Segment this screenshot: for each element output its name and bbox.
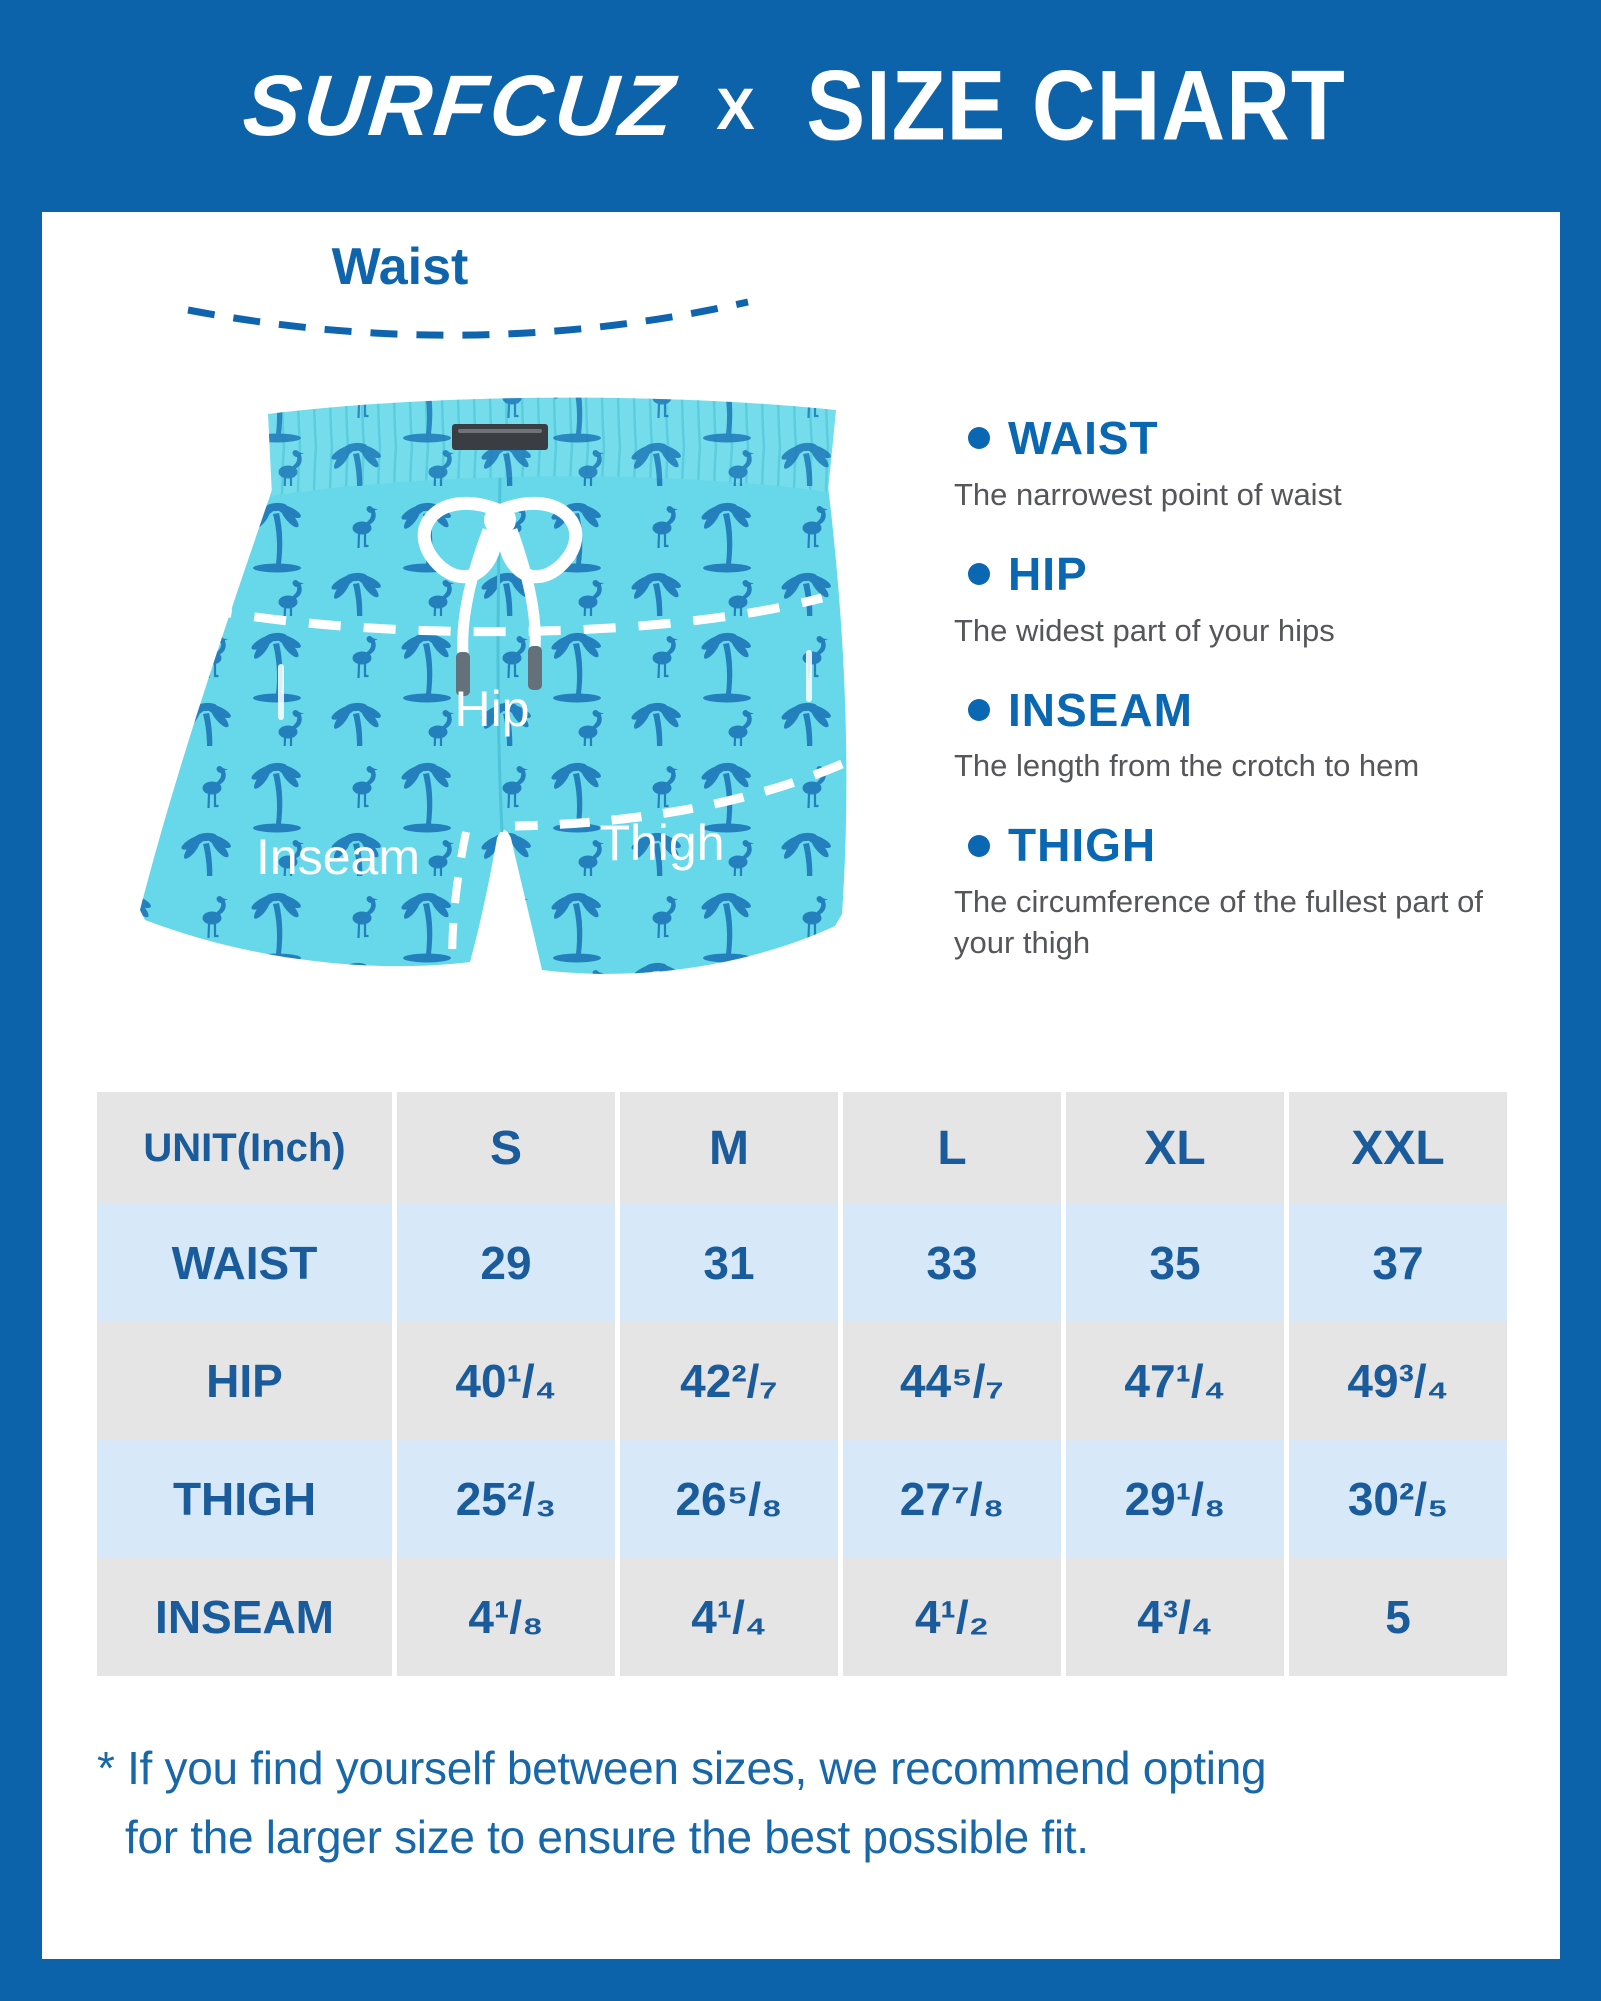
size-value: 4¹/₄	[620, 1558, 838, 1676]
header-separator: X	[716, 76, 755, 142]
thigh-dashed-line	[514, 759, 844, 831]
inseam-label: Inseam	[256, 829, 420, 885]
bullet-dot-icon	[968, 699, 990, 722]
footnote-line-1: * If you find yourself between sizes, we…	[97, 1742, 1267, 1794]
size-value: 4³/₄	[1066, 1558, 1284, 1676]
column-header-s: S	[397, 1092, 615, 1204]
drawstring-aglet	[456, 652, 470, 696]
definition-thigh: THIGH The circumference of the fullest p…	[954, 819, 1519, 964]
definition-description: The length from the crotch to hem	[954, 748, 1420, 784]
size-value: 49³/₄	[1289, 1322, 1507, 1440]
size-value: 35	[1066, 1204, 1284, 1322]
size-value: 31	[620, 1204, 838, 1322]
row-label: HIP	[97, 1322, 392, 1440]
column-header-m: M	[620, 1092, 838, 1204]
table-row-hip: HIP 40¹/₄ 42²/₇ 44⁵/₇ 47¹/₄ 49³/₄	[97, 1322, 1507, 1440]
column-header-xxl: XXL	[1289, 1092, 1507, 1204]
thigh-label: Thigh	[599, 815, 724, 871]
drawstring-aglet	[528, 646, 542, 690]
definition-hip: HIP The widest part of your hips	[954, 548, 1519, 652]
size-value: 30²/₅	[1289, 1440, 1507, 1558]
size-value: 33	[843, 1204, 1061, 1322]
size-value: 5	[1289, 1558, 1507, 1676]
waist-label: Waist	[332, 238, 469, 296]
size-value: 29	[397, 1204, 615, 1322]
hip-dashed-line	[199, 593, 824, 637]
size-value: 26⁵/₈	[620, 1440, 838, 1558]
row-label: WAIST	[97, 1204, 392, 1322]
table-row-inseam: INSEAM 4¹/₈ 4¹/₄ 4¹/₂ 4³/₄ 5	[97, 1558, 1507, 1676]
definition-inseam: INSEAM The length from the crotch to hem	[954, 684, 1519, 788]
bullet-dot-icon	[968, 427, 990, 450]
size-value: 47¹/₄	[1066, 1322, 1284, 1440]
row-label: INSEAM	[97, 1558, 392, 1676]
size-value: 37	[1289, 1204, 1507, 1322]
waistband-tag	[452, 424, 548, 450]
size-value: 4¹/₈	[397, 1558, 615, 1676]
row-label: THIGH	[97, 1440, 392, 1558]
size-value: 4¹/₂	[843, 1558, 1061, 1676]
table-row-waist: WAIST 29 31 33 35 37	[97, 1204, 1507, 1322]
column-header-unit: UNIT(Inch)	[97, 1092, 392, 1204]
table-header-row: UNIT(Inch) S M L XL XXL	[97, 1092, 1507, 1204]
brand-logo: SURFCUZ	[239, 57, 682, 154]
size-chart-table: UNIT(Inch) S M L XL XXL WAIST 29 31 33 3…	[92, 1092, 1512, 1676]
column-header-l: L	[843, 1092, 1061, 1204]
shorts-graphic: Hip Inseam Thigh	[140, 397, 847, 983]
sizing-footnote: * If you find yourself between sizes, we…	[97, 1734, 1497, 1872]
measurement-definitions: WAIST The narrowest point of waist HIP T…	[954, 412, 1519, 964]
definition-term: INSEAM	[1008, 683, 1193, 736]
definition-description: The circumference of the fullest part of…	[954, 884, 1483, 961]
footnote-line-2: for the larger size to ensure the best p…	[125, 1811, 1089, 1863]
waist-dashed-line	[187, 298, 749, 339]
size-value: 27⁷/₈	[843, 1440, 1061, 1558]
bullet-dot-icon	[968, 563, 990, 586]
definition-term: HIP	[1008, 547, 1088, 600]
size-value: 29¹/₈	[1066, 1440, 1284, 1558]
bullet-dot-icon	[968, 834, 990, 857]
column-header-xl: XL	[1066, 1092, 1284, 1204]
inseam-dashed-line	[448, 831, 470, 983]
hip-label: Hip	[454, 681, 529, 737]
definition-description: The narrowest point of waist	[954, 476, 1342, 512]
definition-waist: WAIST The narrowest point of waist	[954, 412, 1519, 516]
table-row-thigh: THIGH 25²/₃ 26⁵/₈ 27⁷/₈ 29¹/₈ 30²/₅	[97, 1440, 1507, 1558]
size-value: 40¹/₄	[397, 1322, 615, 1440]
definition-term: WAIST	[1008, 412, 1159, 464]
shorts-diagram: Waist	[140, 238, 847, 983]
size-value: 42²/₇	[620, 1322, 838, 1440]
content-panel: Waist	[42, 212, 1560, 1959]
definition-term: THIGH	[1008, 819, 1157, 872]
definition-description: The widest part of your hips	[954, 612, 1335, 648]
header-banner: SURFCUZ X SIZE CHART	[0, 0, 1601, 212]
page-title: SIZE CHART	[806, 50, 1346, 161]
size-value: 44⁵/₇	[843, 1322, 1061, 1440]
drawstring	[417, 496, 583, 696]
size-value: 25²/₃	[397, 1440, 615, 1558]
